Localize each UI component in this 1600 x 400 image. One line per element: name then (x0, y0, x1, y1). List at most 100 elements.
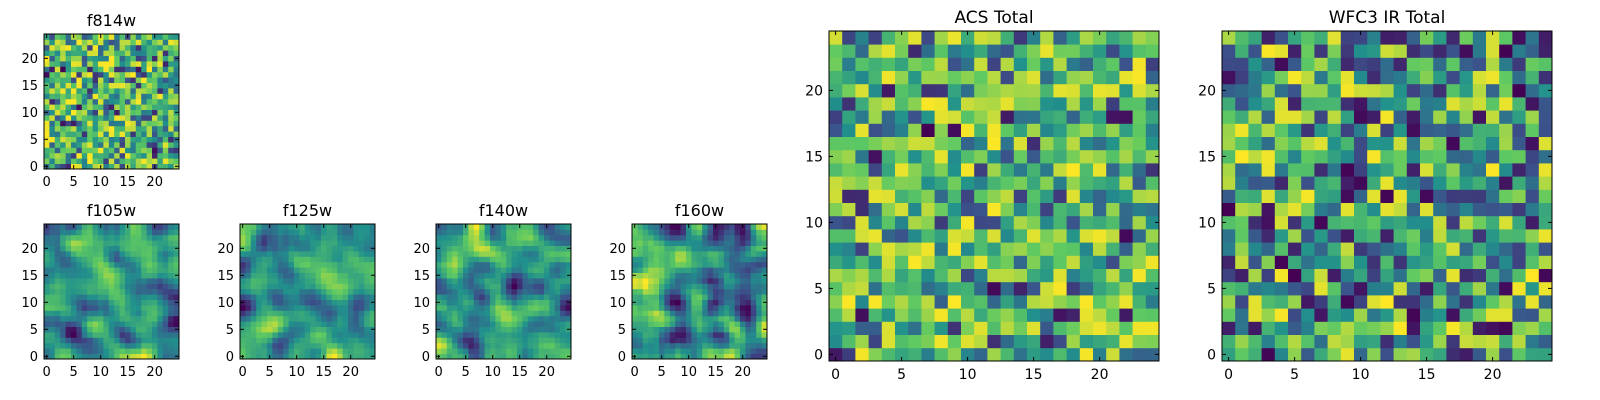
heatmap-cell (560, 267, 566, 273)
heatmap-cell (468, 272, 475, 279)
heatmap-cell (908, 110, 922, 124)
heatmap-cell (130, 104, 137, 110)
heatmap-cell (168, 305, 174, 311)
heatmap-cell (256, 251, 262, 257)
heatmap-cell (1512, 189, 1526, 203)
heatmap-cell (130, 348, 137, 354)
heatmap-cell (934, 295, 949, 309)
heatmap-cell (114, 120, 120, 127)
heatmap-cell (511, 267, 518, 273)
heatmap-cell (1525, 189, 1540, 203)
heatmap-cell (842, 215, 856, 230)
heatmap-cell (675, 283, 681, 290)
heatmap-cell (740, 288, 746, 295)
x-tick-label: 20 (342, 365, 359, 380)
heatmap-cell (1420, 110, 1434, 124)
heatmap-cell (1000, 347, 1015, 362)
heatmap-cell (565, 288, 572, 295)
heatmap-cell (495, 278, 502, 284)
heatmap-cell (734, 326, 741, 333)
heatmap-cell (560, 326, 566, 333)
heatmap-cell (680, 283, 687, 290)
heatmap-cell (44, 283, 50, 290)
heatmap-cell (1380, 255, 1394, 269)
heatmap-cell (71, 278, 77, 284)
heatmap-cell (632, 240, 638, 246)
heatmap-cell (691, 337, 698, 344)
heatmap-cell (855, 57, 869, 71)
heatmap-cell (895, 110, 909, 124)
heatmap-cell (1446, 31, 1460, 45)
heatmap-cell (288, 294, 295, 300)
heatmap-cell (554, 337, 561, 344)
heatmap-cell (245, 245, 252, 252)
heatmap-cell (81, 283, 88, 290)
heatmap-cell (321, 283, 327, 290)
heatmap-cell (506, 224, 512, 230)
heatmap-cell (87, 224, 93, 230)
heatmap-cell (855, 149, 869, 164)
heatmap-cell (65, 131, 72, 137)
heatmap-cell (669, 251, 676, 257)
heatmap-cell (1393, 83, 1408, 98)
heatmap-cell (348, 342, 354, 349)
heatmap-cell (1053, 176, 1067, 190)
heatmap-cell (473, 288, 480, 295)
heatmap-cell (729, 229, 735, 236)
heatmap-cell (756, 326, 762, 333)
heatmap-cell (740, 348, 746, 354)
heatmap-cell (642, 299, 649, 306)
heatmap-cell (974, 123, 988, 137)
heatmap-cell (49, 224, 56, 230)
heatmap-cell (358, 332, 365, 338)
heatmap-cell (718, 288, 725, 295)
heatmap-cell (331, 234, 338, 241)
heatmap-cell (637, 305, 644, 311)
heatmap-cell (277, 353, 284, 360)
heatmap-cell (495, 261, 502, 268)
heatmap-cell (669, 342, 676, 349)
heatmap-cell (152, 88, 158, 94)
heatmap-cell (114, 50, 120, 56)
heatmap-cell (1380, 136, 1394, 151)
heatmap-cell (1380, 202, 1394, 217)
heatmap-cell (637, 342, 644, 349)
heatmap-cell (65, 50, 72, 56)
heatmap-cell (326, 353, 333, 360)
heatmap-cell (544, 240, 550, 246)
heatmap-cell (565, 305, 572, 311)
heatmap-cell (141, 152, 147, 159)
heatmap-cell (245, 353, 252, 360)
heatmap-cell (321, 229, 327, 236)
heatmap-cell (369, 229, 376, 236)
heatmap-cell (669, 321, 676, 327)
heatmap-cell (103, 299, 110, 306)
heatmap-cell (157, 283, 164, 290)
heatmap-cell (256, 310, 262, 317)
heatmap-cell (1446, 268, 1460, 283)
heatmap-cell (734, 229, 741, 236)
heatmap-cell (54, 136, 61, 143)
heatmap-cell (92, 310, 99, 317)
heatmap-cell (500, 326, 507, 333)
heatmap-cell (490, 245, 496, 252)
heatmap-cell (54, 104, 61, 110)
heatmap-cell (446, 278, 453, 284)
heatmap-cell (81, 131, 88, 137)
heatmap-cell (1314, 308, 1328, 322)
heatmap-cell (348, 326, 354, 333)
heatmap-cell (294, 229, 300, 236)
heatmap-cell (490, 256, 496, 263)
heatmap-cell (288, 251, 295, 257)
heatmap-cell (157, 61, 164, 67)
heatmap-cell (974, 255, 988, 269)
heatmap-cell (707, 315, 714, 322)
heatmap-cell (130, 332, 137, 338)
heatmap-cell (750, 267, 757, 273)
heatmap-cell (868, 255, 883, 269)
heatmap-cell (1079, 334, 1094, 349)
heatmap-cell (718, 305, 725, 311)
heatmap-cell (342, 224, 349, 230)
